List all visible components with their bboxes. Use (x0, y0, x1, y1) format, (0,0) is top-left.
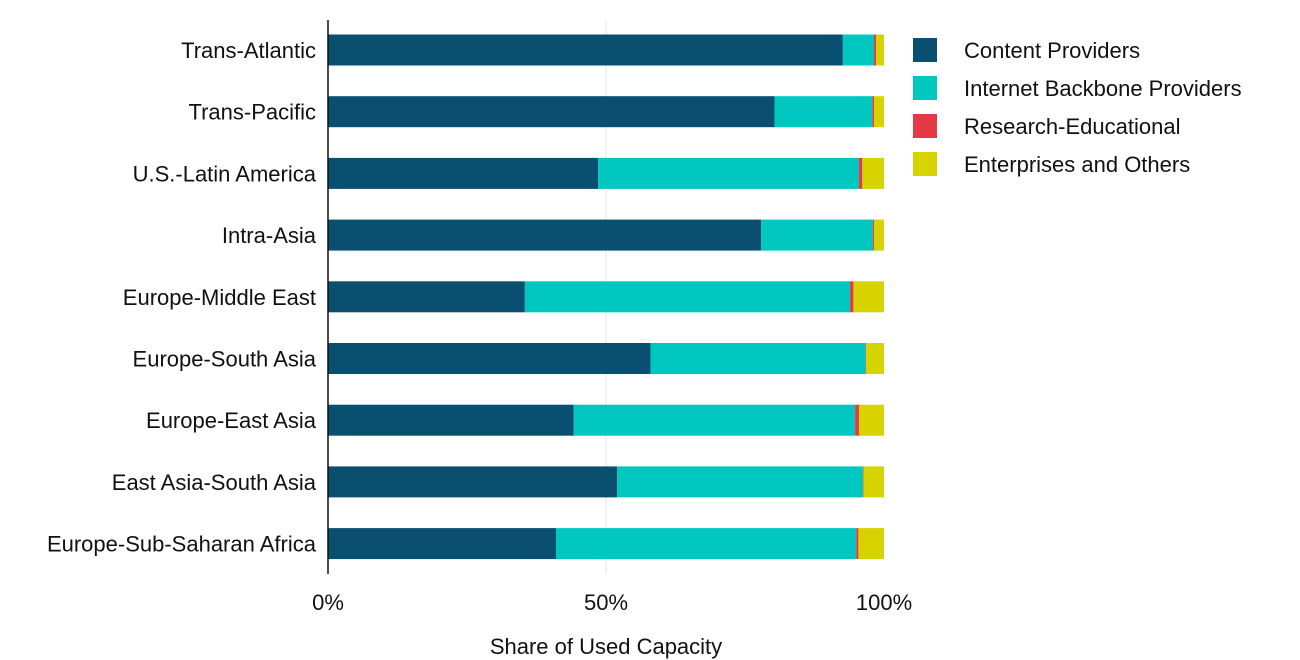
bar-segment (863, 466, 884, 498)
bar-segment (866, 343, 884, 374)
bar-segment (862, 157, 884, 189)
category-label: U.S.-Latin America (133, 161, 317, 186)
bars-layer (328, 34, 884, 560)
bar-segment (873, 219, 884, 251)
legend-label: Enterprises and Others (964, 152, 1190, 177)
bar-segment (876, 34, 884, 66)
bar-segment (524, 281, 851, 313)
category-label: Europe-Middle East (123, 285, 316, 310)
bar-segment (856, 528, 859, 560)
x-tick-label: 0% (312, 590, 344, 615)
bar-segment (617, 466, 863, 498)
x-tick-label: 50% (584, 590, 628, 615)
category-label: East Asia-South Asia (112, 470, 317, 495)
bar-segment (873, 96, 884, 128)
bar-segment (328, 34, 843, 66)
bar-segment (328, 157, 599, 189)
bar-segment (328, 404, 574, 436)
bar-segment (873, 34, 877, 66)
bar-segment (650, 343, 866, 374)
x-tick-labels: 0% 50% 100% (312, 590, 912, 615)
bar-segment (842, 34, 874, 66)
category-label: Europe-East Asia (146, 408, 317, 433)
category-labels: Trans-Atlantic Trans-Pacific U.S.-Latin Am… (47, 38, 317, 557)
legend-label: Research-Educational (964, 114, 1180, 139)
legend-swatch (913, 114, 937, 138)
category-label: Europe-Sub-Saharan Africa (47, 532, 317, 557)
bar-segment (328, 466, 618, 498)
bar-segment (774, 96, 873, 128)
bar-segment (555, 528, 857, 560)
legend-label: Content Providers (964, 38, 1140, 63)
bar-segment (862, 466, 864, 498)
bar-segment (865, 343, 867, 374)
bar-segment (328, 219, 762, 251)
category-label: Intra-Asia (222, 223, 317, 248)
legend-swatch (913, 76, 937, 100)
legend: Content Providers Internet Backbone Provi… (913, 38, 1242, 177)
bar-segment (858, 404, 884, 436)
bar-segment (853, 281, 884, 313)
legend-swatch (913, 152, 937, 176)
bar-segment (872, 96, 874, 128)
bar-segment (858, 528, 884, 560)
legend-label: Internet Backbone Providers (964, 76, 1242, 101)
bar-segment (573, 404, 856, 436)
category-label: Trans-Pacific (188, 100, 316, 125)
category-label: Europe-South Asia (133, 347, 317, 372)
bar-segment (328, 528, 556, 560)
bar-segment (598, 157, 859, 189)
legend-swatch (913, 38, 937, 62)
bar-segment (761, 219, 873, 251)
bar-segment (855, 404, 859, 436)
bar-segment (328, 343, 651, 374)
bar-segment (872, 219, 874, 251)
category-label: Trans-Atlantic (181, 38, 316, 63)
x-axis-title: Share of Used Capacity (490, 634, 722, 659)
bar-segment (858, 157, 863, 189)
x-tick-label: 100% (856, 590, 912, 615)
bar-segment (328, 281, 525, 313)
bar-segment (328, 96, 775, 128)
bar-segment (850, 281, 854, 313)
